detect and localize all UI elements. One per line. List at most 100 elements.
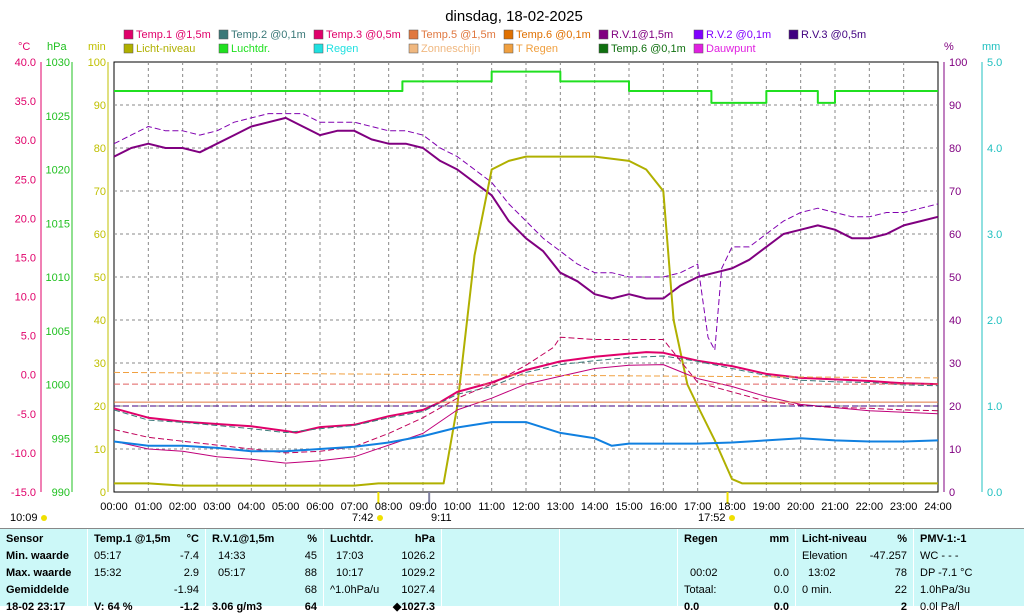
stats-luchtdr-max-time: 10:17 xyxy=(336,567,364,579)
percent-unit-label: % xyxy=(944,41,954,53)
rain-tick-label: 5.0 xyxy=(987,57,1002,69)
legend-label: Dauwpunt xyxy=(706,43,756,55)
series-blue-line xyxy=(113,421,939,453)
stats-regen-current-note: 0.0 xyxy=(684,601,700,613)
hour-tick-label: 10:00 xyxy=(444,501,472,513)
legend-swatch xyxy=(123,29,134,40)
percent-tick-label: 50 xyxy=(949,272,961,284)
stats-pmv-extra: 0.0l Pa/l xyxy=(920,601,960,613)
hour-tick-label: 07:00 xyxy=(341,501,369,513)
hour-tick-label: 05:00 xyxy=(272,501,300,513)
stats-licht-minutes-label: 0 min. xyxy=(802,584,832,596)
chart-grid xyxy=(113,61,939,493)
temp-tick-label: 35.0 xyxy=(15,96,36,108)
legend-swatch xyxy=(313,43,324,54)
stats-rv1-avg-value: 68 xyxy=(304,584,317,596)
legend-label: Temp.5 @1,5m xyxy=(421,29,496,41)
stats-luchtdr-min-time: 17:03 xyxy=(336,550,364,562)
plot-area xyxy=(113,61,939,493)
stats-licht-max-time: 13:02 xyxy=(808,567,836,579)
legend-label: R.V.3 @0,5m xyxy=(801,29,866,41)
legend-label: Regen xyxy=(326,43,358,55)
hour-tick-label: 00:00 xyxy=(100,501,128,513)
minute-tick-label: 30 xyxy=(94,358,106,370)
hour-tick-label: 04:00 xyxy=(238,501,266,513)
legend-label: Temp.1 @1,5m xyxy=(136,29,211,41)
temp-tick-label: 0.0 xyxy=(21,370,36,382)
stats-luchtdr-trend: ^1.0hPa/u xyxy=(330,584,380,596)
legend-swatch xyxy=(598,29,609,40)
stats-temp1-header: Temp.1 @1,5m xyxy=(94,533,171,545)
stats-max-label: Max. waarde xyxy=(6,567,72,579)
stats-luchtdr-avg-value: 1027.4 xyxy=(401,584,435,596)
stats-col-licht: Licht-niveau% Elevation -47.257 13:02 78 0… xyxy=(796,529,914,613)
minute-tick-label: 20 xyxy=(94,401,106,413)
legend-label: R.V.2 @0,1m xyxy=(706,29,771,41)
stats-regen-total-label: Totaal: xyxy=(684,584,717,596)
stats-luchtdr-unit: hPa xyxy=(414,533,435,545)
hour-tick-label: 02:00 xyxy=(169,501,197,513)
stats-luchtdr-min-value: 1026.2 xyxy=(401,550,435,562)
stats-licht-header: Licht-niveau xyxy=(802,533,867,545)
stats-regen-total-value: 0.0 xyxy=(773,584,789,596)
stats-licht-avg-value: 22 xyxy=(894,584,907,596)
pressure-tick-label: 990 xyxy=(52,487,70,499)
stats-pmv-wc: WC - - - xyxy=(920,550,959,562)
percent-tick-label: 40 xyxy=(949,315,961,327)
minute-tick-label: 90 xyxy=(94,100,106,112)
sunrise-time: 7:42 xyxy=(352,512,373,524)
stats-licht-current-value: 2 xyxy=(900,601,907,613)
pressure-tick-label: 1030 xyxy=(46,57,70,69)
stats-min-label: Min. waarde xyxy=(6,550,69,562)
legend-label: Temp.6 @0,1m xyxy=(611,43,686,55)
legend-swatch xyxy=(503,29,514,40)
stats-col-empty-2 xyxy=(560,529,678,606)
hour-tick-label: 01:00 xyxy=(135,501,163,513)
temp-tick-label: 5.0 xyxy=(21,331,36,343)
minute-tick-label: 70 xyxy=(94,186,106,198)
rain-tick-label: 2.0 xyxy=(987,315,1002,327)
hour-tick-label: 20:00 xyxy=(787,501,815,513)
stats-rv1-current-note: 3.06 g/m3 xyxy=(212,601,263,613)
chart-title: dinsdag, 18-02-2025 xyxy=(445,8,583,25)
hour-tick-label: 14:00 xyxy=(581,501,609,513)
legend-swatch xyxy=(408,43,419,54)
legend-label: Temp.3 @0,5m xyxy=(326,29,401,41)
stats-col-sensor: Sensor Min. waarde Max. waarde Gemiddeld… xyxy=(0,529,88,613)
stats-licht-elevation-label: Elevation xyxy=(802,550,848,562)
hour-tick-label: 06:00 xyxy=(306,501,334,513)
solar-noon-time: 9:11 xyxy=(431,512,452,524)
legend-swatch xyxy=(408,29,419,40)
pressure-unit-label: hPa xyxy=(47,41,67,53)
rain-tick-label: 3.0 xyxy=(987,229,1002,241)
stats-pmv-header: PMV-1:-1 xyxy=(920,533,967,545)
pressure-tick-label: 1025 xyxy=(46,111,70,123)
legend-swatch xyxy=(123,43,134,54)
temp-tick-label: 10.0 xyxy=(15,292,36,304)
sunset-time: 17:52 xyxy=(698,512,726,524)
time-marker-left: 10:09 xyxy=(10,512,38,524)
stats-regen-header: Regen xyxy=(684,533,718,545)
temp-tick-label: 30.0 xyxy=(15,135,36,147)
minute-tick-label: 40 xyxy=(94,315,106,327)
stats-rv1-min-value: 45 xyxy=(304,550,317,562)
temp-tick-label: 40.0 xyxy=(15,57,36,69)
legend-swatch xyxy=(693,29,704,40)
hour-tick-label: 19:00 xyxy=(753,501,781,513)
legend-swatch xyxy=(788,29,799,40)
stats-rv1-max-time: 05:17 xyxy=(218,567,246,579)
percent-tick-label: 70 xyxy=(949,186,961,198)
stats-rv1-header: R.V.1@1,5m xyxy=(212,533,275,545)
hour-tick-label: 15:00 xyxy=(615,501,643,513)
pressure-tick-label: 1005 xyxy=(46,326,70,338)
legend-label: Temp.2 @0,1m xyxy=(231,29,306,41)
legend-label: Zonneschijn xyxy=(421,43,480,55)
weather-chart: 40.0 35.0 30.0 25.0 20.0 15.0 10.0 5.0 0.0 -5.0 -1… xyxy=(10,8,1002,524)
hour-tick-label: 09:00 xyxy=(409,501,437,513)
stats-temp1-current-value: -1.2 xyxy=(180,601,199,613)
series-licht-niveau-line xyxy=(114,155,938,487)
hour-tick-label: 16:00 xyxy=(650,501,678,513)
legend-swatch xyxy=(218,43,229,54)
percent-tick-label: 10 xyxy=(949,444,961,456)
minute-tick-label: 10 xyxy=(94,444,106,456)
